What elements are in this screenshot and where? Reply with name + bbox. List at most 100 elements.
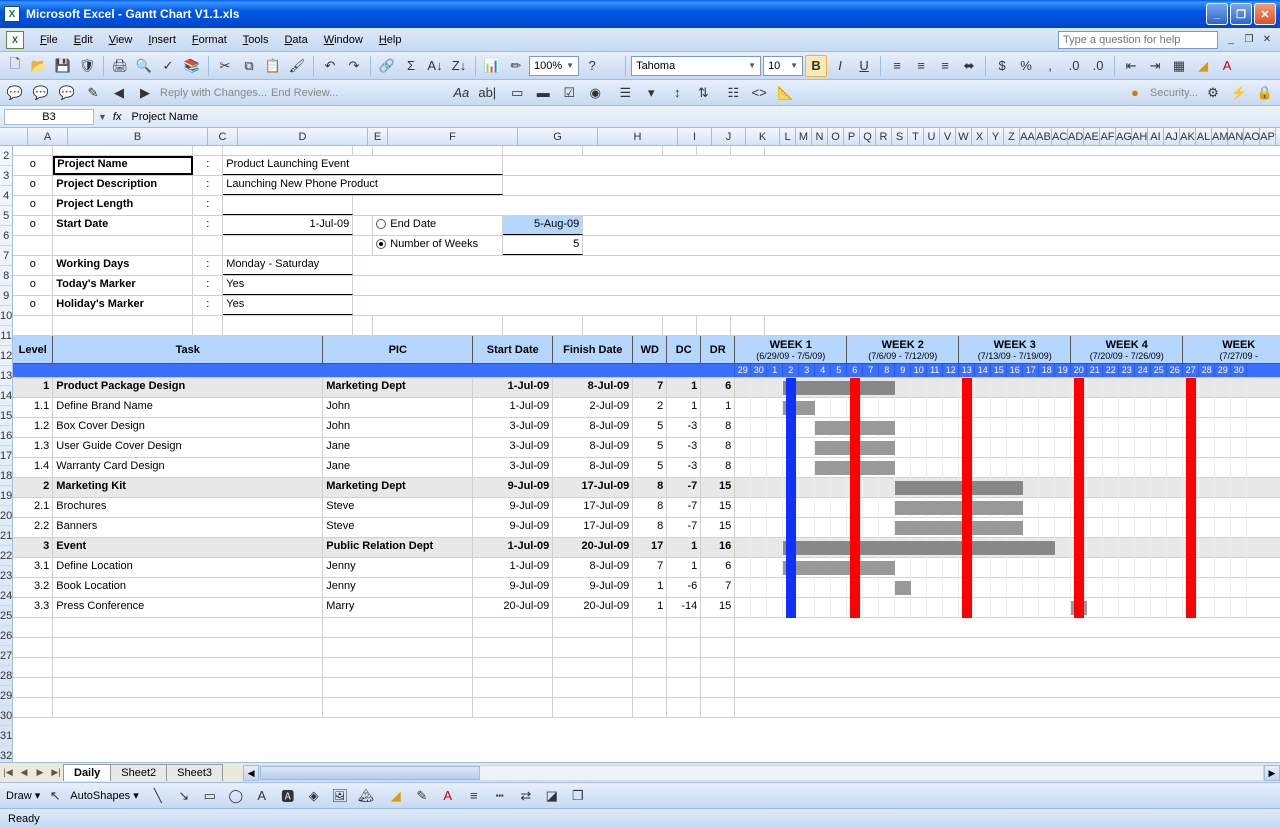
cell[interactable]: 9-Jul-09	[473, 578, 553, 597]
cell[interactable]: Jane	[323, 458, 473, 477]
col-header[interactable]: F	[388, 128, 518, 145]
font-color-icon[interactable]: A	[1216, 55, 1238, 77]
cell[interactable]: 5	[633, 438, 667, 457]
cell[interactable]: -3	[667, 438, 701, 457]
cell[interactable]: Project Description	[53, 176, 193, 195]
col-header[interactable]: AI	[1148, 128, 1164, 145]
col-header[interactable]: AA	[1020, 128, 1036, 145]
font-color2-icon[interactable]: A	[437, 785, 459, 807]
line-style-icon[interactable]: ≡	[463, 785, 485, 807]
cell[interactable]	[697, 316, 731, 335]
drawing-icon[interactable]: ✏	[505, 55, 527, 77]
format-painter-icon[interactable]: 🖌	[286, 55, 308, 77]
table-header[interactable]: DR	[701, 336, 735, 364]
menu-file[interactable]: File	[32, 31, 66, 49]
button-icon[interactable]: ▬	[532, 82, 554, 104]
cell[interactable]	[667, 618, 701, 637]
cell[interactable]: 1	[667, 558, 701, 577]
col-header[interactable]: R	[876, 128, 892, 145]
italic-button[interactable]: I	[829, 55, 851, 77]
formula-input[interactable]: Project Name	[127, 110, 1280, 124]
cell[interactable]: 5-Aug-09	[503, 216, 583, 235]
zoom-select[interactable]: 100%▼	[529, 56, 579, 76]
cell[interactable]	[663, 146, 697, 155]
col-header[interactable]: Y	[988, 128, 1004, 145]
spell-icon[interactable]: ✓	[157, 55, 179, 77]
picture-icon[interactable]: 🏔	[355, 785, 377, 807]
menu-window[interactable]: Window	[316, 31, 371, 49]
vba-icon[interactable]: ⚡	[1228, 82, 1250, 104]
sheet-tab-sheet3[interactable]: Sheet3	[166, 764, 223, 781]
cell[interactable]: 2.2	[13, 518, 53, 537]
cell[interactable]: -7	[667, 518, 701, 537]
bold-button[interactable]: B	[805, 55, 827, 77]
arrow-style-icon[interactable]: ⇄	[515, 785, 537, 807]
cell[interactable]: 20-Jul-09	[553, 538, 633, 557]
preview-icon[interactable]: 🔍	[133, 55, 155, 77]
decrease-decimal-icon[interactable]: .0	[1087, 55, 1109, 77]
redo-icon[interactable]: ↷	[343, 55, 365, 77]
cell[interactable]	[13, 638, 53, 657]
col-header[interactable]: X	[972, 128, 988, 145]
cell[interactable]	[473, 618, 553, 637]
col-header[interactable]: AL	[1196, 128, 1212, 145]
cell[interactable]	[193, 146, 223, 155]
cell[interactable]: 5	[633, 418, 667, 437]
cell[interactable]: 8-Jul-09	[553, 418, 633, 437]
increase-decimal-icon[interactable]: .0	[1063, 55, 1085, 77]
col-header[interactable]: C	[208, 128, 238, 145]
row-header[interactable]: 29	[0, 686, 13, 706]
cell[interactable]	[53, 678, 323, 697]
table-header[interactable]: DC	[667, 336, 701, 364]
spinner-icon[interactable]: ⇅	[692, 82, 714, 104]
cell[interactable]: 1-Jul-09	[473, 398, 553, 417]
cell[interactable]: Warranty Card Design	[53, 458, 323, 477]
cell[interactable]: 6	[701, 378, 735, 397]
cell[interactable]	[53, 658, 323, 677]
option-icon[interactable]: ◉	[584, 82, 606, 104]
col-header[interactable]: AJ	[1164, 128, 1180, 145]
cell[interactable]: :	[193, 156, 223, 175]
cell[interactable]	[53, 638, 323, 657]
cell[interactable]	[667, 678, 701, 697]
cell[interactable]	[553, 658, 633, 677]
cell[interactable]	[503, 316, 583, 335]
cell[interactable]: -3	[667, 458, 701, 477]
speech3-icon[interactable]: 💬	[56, 82, 78, 104]
col-header[interactable]: AP	[1260, 128, 1276, 145]
cell[interactable]: Launching New Phone Product	[223, 176, 503, 195]
align-left-icon[interactable]: ≡	[886, 55, 908, 77]
chart-icon[interactable]: 📊	[481, 55, 503, 77]
menu-view[interactable]: View	[101, 31, 141, 49]
cell[interactable]	[223, 316, 353, 335]
cell[interactable]	[353, 236, 373, 255]
cell[interactable]: -3	[667, 418, 701, 437]
cell[interactable]	[697, 146, 731, 155]
cell[interactable]	[193, 316, 223, 335]
copy-icon[interactable]: ⧉	[238, 55, 260, 77]
autoshapes-menu[interactable]: AutoShapes ▾	[70, 789, 139, 802]
col-header[interactable]: AC	[1052, 128, 1068, 145]
checkbox-icon[interactable]: ☑	[558, 82, 580, 104]
col-header[interactable]: D	[238, 128, 368, 145]
cell[interactable]: 3.3	[13, 598, 53, 617]
cell[interactable]: 1	[667, 378, 701, 397]
cell[interactable]: 8	[633, 518, 667, 537]
cell[interactable]: 8	[633, 478, 667, 497]
cell[interactable]	[53, 316, 193, 335]
cell[interactable]: Steve	[323, 518, 473, 537]
cell[interactable]: 5	[503, 236, 583, 255]
cell[interactable]	[553, 618, 633, 637]
col-header[interactable]: B	[68, 128, 208, 145]
cell[interactable]: 5	[633, 458, 667, 477]
cell[interactable]	[223, 236, 353, 255]
cell[interactable]	[353, 316, 373, 335]
cell[interactable]: -14	[667, 598, 701, 617]
cell[interactable]: 16	[701, 538, 735, 557]
paste-icon[interactable]: 📋	[262, 55, 284, 77]
name-box[interactable]: B3	[4, 109, 94, 125]
cell[interactable]: 8	[633, 498, 667, 517]
row-header[interactable]: 5	[0, 206, 13, 226]
cell[interactable]: 17-Jul-09	[553, 518, 633, 537]
cell[interactable]	[633, 678, 667, 697]
